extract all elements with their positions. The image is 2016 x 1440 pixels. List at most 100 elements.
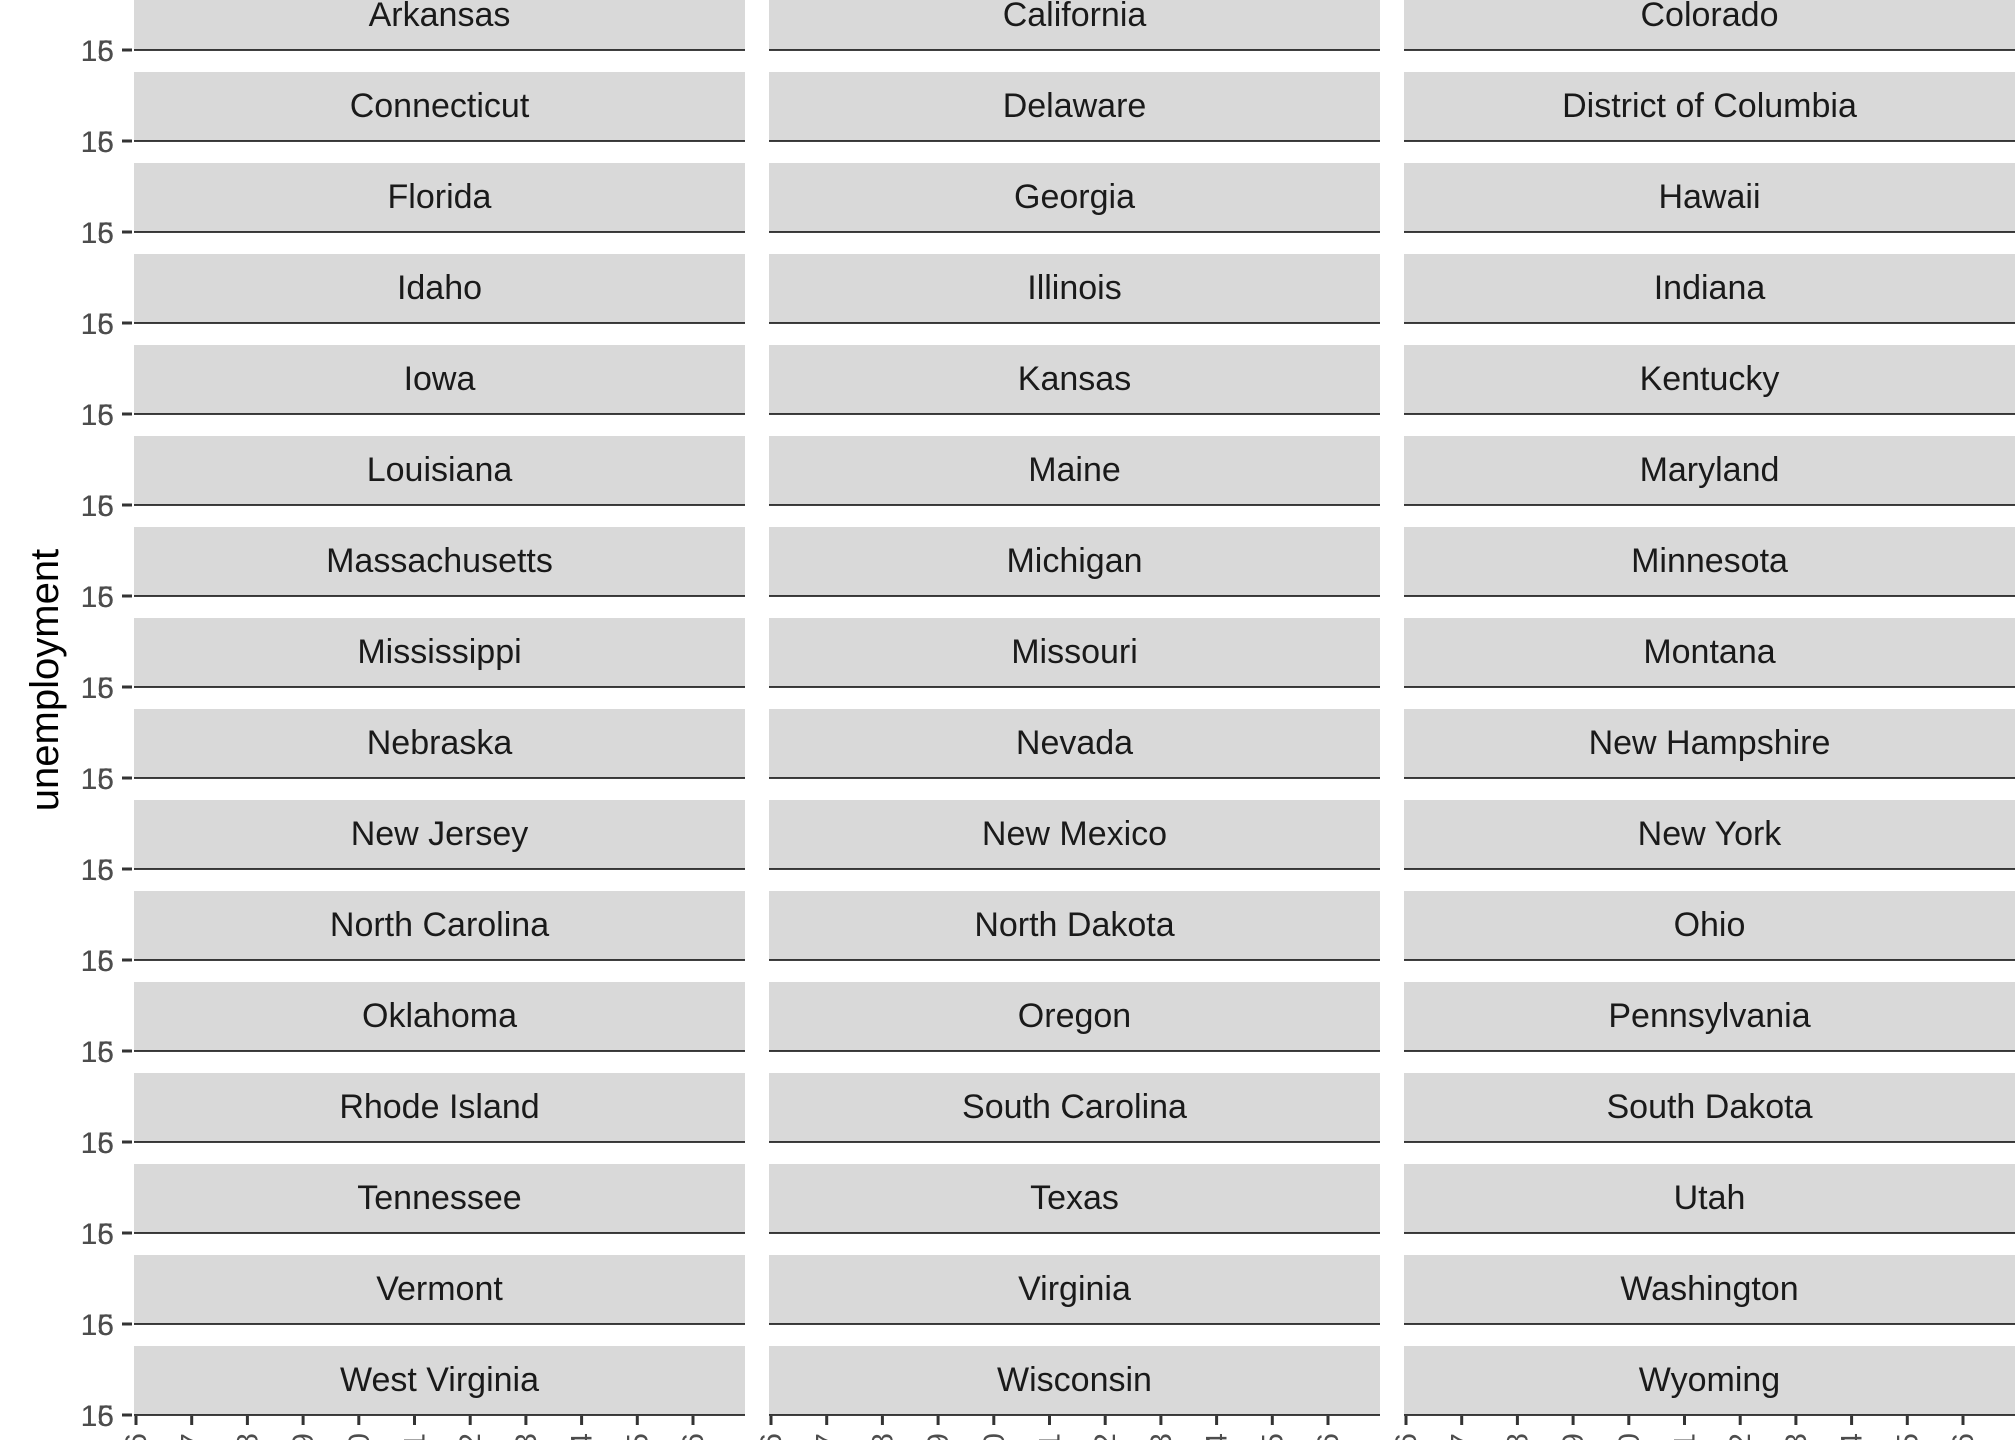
facet-strip-label: New York — [1638, 815, 1783, 853]
y-tick-label: 16 — [81, 217, 114, 250]
facet-strip-label: Mississippi — [357, 633, 521, 671]
facet-nevada: Nevada — [769, 709, 1380, 779]
x-tick-label: 7 — [811, 1433, 844, 1440]
facet-utah: Utah — [1404, 1164, 2015, 1234]
facet-florida: Florida — [134, 163, 745, 233]
facet-strip-label: Hawaii — [1658, 178, 1760, 216]
facet-strip-label: Montana — [1643, 633, 1775, 671]
facet-strip-label: Maine — [1028, 451, 1121, 489]
y-tick-label: 15 — [81, 1218, 114, 1251]
facet-strip-label: New Hampshire — [1589, 724, 1831, 762]
x-tick-label: 8 — [1501, 1433, 1534, 1440]
facet-strip-label: Utah — [1674, 1179, 1746, 1217]
facet-oklahoma: Oklahoma — [134, 982, 745, 1052]
facet-strip-label: Tennessee — [357, 1179, 521, 1217]
facet-strip — [134, 163, 745, 232]
facet-strip — [134, 72, 745, 141]
facet-north-carolina: North Carolina — [134, 891, 745, 961]
facet-strip-label: Arkansas — [369, 0, 511, 34]
facet-strip — [769, 709, 1380, 778]
facet-strip — [134, 982, 745, 1051]
x-tick-label: 6 — [120, 1433, 153, 1440]
x-tick-label: 0 — [1613, 1433, 1646, 1440]
x-tick-label: 5 — [621, 1433, 654, 1440]
y-tick-label: 16 — [81, 1127, 114, 1160]
facet-north-dakota: North Dakota — [769, 891, 1380, 961]
x-tick-label: 7 — [176, 1433, 209, 1440]
facet-strip-label: Missouri — [1011, 633, 1138, 671]
y-tick-label: 16 — [81, 672, 114, 705]
facet-strip — [1404, 1255, 2015, 1324]
facet-illinois: Illinois — [769, 254, 1380, 324]
facet-strip-label: Maryland — [1640, 451, 1780, 489]
y-tick-label: 16 — [81, 1036, 114, 1069]
facet-arkansas: Arkansas — [134, 0, 745, 51]
facet-mississippi: Mississippi — [134, 618, 745, 688]
facet-strip — [134, 891, 745, 960]
y-tick-label: 16 — [81, 126, 114, 159]
facet-strip-label: North Dakota — [974, 906, 1174, 944]
facet-strip-label: Indiana — [1654, 269, 1766, 307]
facet-strip — [1404, 345, 2015, 414]
facet-minnesota: Minnesota — [1404, 527, 2015, 597]
facet-texas: Texas — [769, 1164, 1380, 1234]
facet-iowa: Iowa — [134, 345, 745, 415]
facet-strip — [1404, 72, 2015, 141]
facet-west-virginia: West Virginia — [134, 1346, 745, 1416]
facet-strip-label: Vermont — [376, 1270, 503, 1308]
facet-strip — [769, 1255, 1380, 1324]
facet-panels: Arkansas California Colorado Connecticut Del… — [134, 0, 2015, 1416]
y-tick-label: 16 — [81, 1218, 114, 1251]
facet-strip — [1404, 709, 2015, 778]
facet-strip-label: Delaware — [1003, 87, 1147, 125]
x-tick-label: 4 — [1201, 1433, 1234, 1440]
x-tick-label: 5 — [1891, 1433, 1924, 1440]
x-tick-label: 6 — [1312, 1433, 1345, 1440]
facet-new-hampshire: New Hampshire — [1404, 709, 2015, 779]
facet-strip — [1404, 163, 2015, 232]
x-tick-label: 0 — [343, 1433, 376, 1440]
facet-strip — [769, 163, 1380, 232]
facet-strip-label: New Mexico — [982, 815, 1167, 853]
x-tick-label: 6 — [1390, 1433, 1423, 1440]
facet-strip — [769, 527, 1380, 596]
facet-strip-label: Michigan — [1006, 542, 1142, 580]
facet-strip-label: Nebraska — [367, 724, 513, 762]
facet-strip — [1404, 1164, 2015, 1233]
facet-strip — [769, 254, 1380, 323]
facet-wyoming: Wyoming — [1404, 1346, 2015, 1416]
facet-strip — [134, 1255, 745, 1324]
x-tick-label: 9 — [1557, 1433, 1590, 1440]
x-tick-label: 0 — [978, 1433, 1011, 1440]
facet-strip — [1404, 254, 2015, 323]
y-tick-label: 15 — [81, 308, 114, 341]
facet-south-dakota: South Dakota — [1404, 1073, 2015, 1143]
x-tick-label: 3 — [510, 1433, 543, 1440]
facet-new-mexico: New Mexico — [769, 800, 1380, 870]
facet-delaware: Delaware — [769, 72, 1380, 142]
x-tick-label: 7 — [1446, 1433, 1479, 1440]
y-tick-label: 16 — [81, 490, 114, 523]
facet-strip-label: Florida — [388, 178, 492, 216]
facet-strip-label: Connecticut — [350, 87, 530, 125]
facet-strip-label: California — [1003, 0, 1147, 34]
facet-strip — [769, 618, 1380, 687]
x-axis: 6 7 8 9 0 1 2 3 4 5 6 6 7 8 9 0 1 2 3 4 5 6 6 7 8 9 0 1 2 3 4 5 6 — [120, 1416, 1980, 1440]
facet-strip-label: Oklahoma — [362, 997, 517, 1035]
facet-strip — [1404, 0, 2015, 50]
facet-pennsylvania: Pennsylvania — [1404, 982, 2015, 1052]
y-tick-label: 15 — [81, 763, 114, 796]
facet-south-carolina: South Carolina — [769, 1073, 1380, 1143]
facet-strip-label: Wisconsin — [997, 1361, 1152, 1399]
y-tick-label: 16 — [81, 581, 114, 614]
x-tick-label: 6 — [677, 1433, 710, 1440]
facet-new-jersey: New Jersey — [134, 800, 745, 870]
facet-strip — [1404, 800, 2015, 869]
y-tick-label: 16 — [81, 308, 114, 341]
facet-rhode-island: Rhode Island — [134, 1073, 745, 1143]
y-tick-label: 16 — [81, 854, 114, 887]
facet-strip-label: Rhode Island — [339, 1088, 539, 1126]
facet-strip — [134, 709, 745, 778]
x-tick-label: 4 — [1836, 1433, 1869, 1440]
x-tick-label: 4 — [566, 1433, 599, 1440]
